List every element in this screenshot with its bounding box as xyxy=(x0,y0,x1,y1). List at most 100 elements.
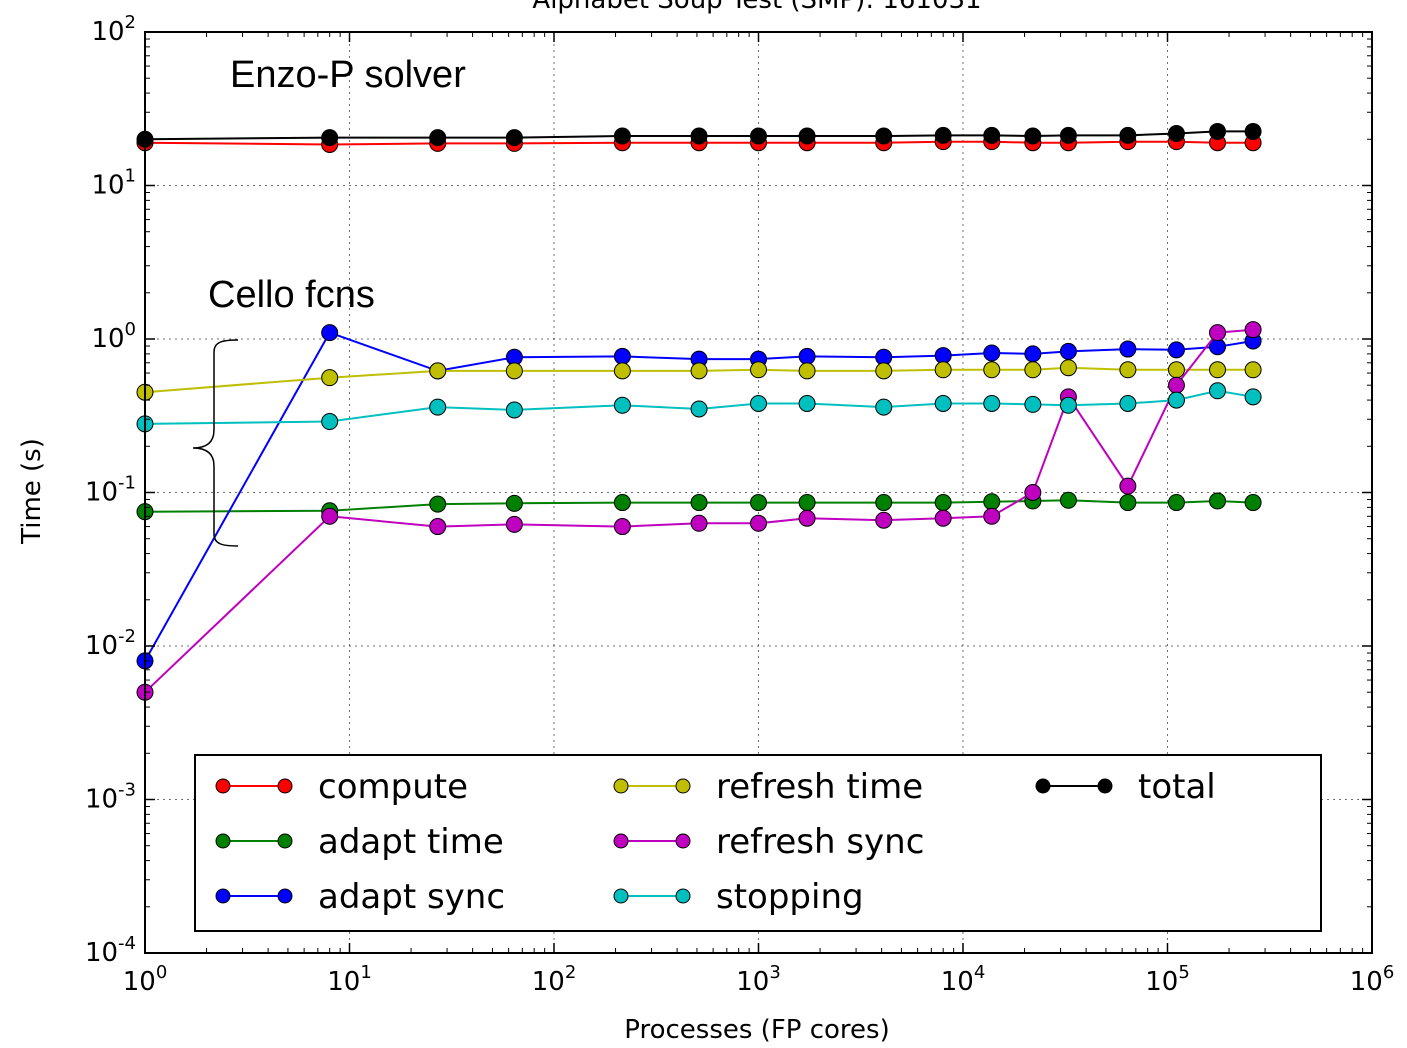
data-point-adapt-time xyxy=(1119,494,1137,512)
data-point-stopping xyxy=(1167,391,1185,409)
legend-marker-refresh-time xyxy=(675,778,691,794)
y-axis-label: Time (s) xyxy=(17,438,47,545)
legend-label-adapt-sync: adapt sync xyxy=(318,877,505,917)
legend-marker-stopping xyxy=(675,888,691,904)
series-layer xyxy=(136,122,1262,701)
y-tick-label: 10-2 xyxy=(85,626,136,661)
x-tick-label: 100 xyxy=(123,962,168,997)
data-point-total xyxy=(321,129,339,147)
curly-brace xyxy=(192,339,239,547)
data-point-stopping xyxy=(1244,388,1262,406)
legend-marker-adapt-time xyxy=(277,833,293,849)
x-tick-label: 103 xyxy=(736,962,781,997)
data-point-stopping xyxy=(750,395,767,413)
legend-marker-refresh-sync xyxy=(613,833,629,849)
legend-marker-refresh-time xyxy=(613,778,629,794)
data-point-stopping xyxy=(690,400,708,418)
data-point-refresh-time xyxy=(1167,361,1185,379)
data-point-refresh-time xyxy=(798,362,816,380)
data-point-refresh-time xyxy=(1024,361,1042,379)
data-point-refresh-sync xyxy=(1209,324,1227,342)
data-point-stopping xyxy=(505,401,523,419)
data-point-refresh-sync xyxy=(321,507,339,525)
data-point-total xyxy=(1024,127,1042,145)
x-tick-label: 105 xyxy=(1145,962,1190,997)
data-point-stopping xyxy=(1119,395,1137,413)
data-point-adapt-sync xyxy=(983,344,1001,362)
data-point-refresh-time xyxy=(875,362,893,380)
legend-marker-adapt-sync xyxy=(277,888,293,904)
data-point-refresh-time xyxy=(983,361,1001,379)
data-point-refresh-sync xyxy=(1024,484,1042,501)
data-point-total xyxy=(934,126,952,144)
x-tick-label: 104 xyxy=(941,962,986,997)
data-point-refresh-time xyxy=(1244,361,1262,379)
chart-title: Alphabet Soup Test (SMP): 161031 xyxy=(532,0,981,15)
data-point-adapt-time xyxy=(934,494,952,512)
annotation-cello-fcns: Cello fcns xyxy=(208,274,375,316)
y-tick-label: 102 xyxy=(91,12,136,47)
data-point-adapt-sync xyxy=(1167,341,1185,359)
data-point-total xyxy=(1119,126,1137,144)
y-tick-label: 101 xyxy=(91,166,136,201)
data-point-total xyxy=(983,126,1001,144)
data-point-total xyxy=(505,129,523,147)
data-point-adapt-sync xyxy=(1024,345,1042,363)
data-point-refresh-sync xyxy=(1167,376,1185,394)
data-point-refresh-sync xyxy=(1244,321,1262,339)
legend-marker-stopping xyxy=(613,888,629,904)
data-point-stopping xyxy=(613,396,631,414)
y-tick-label: 10-3 xyxy=(85,780,136,815)
x-tick-label: 101 xyxy=(327,962,372,997)
legend-label-compute: compute xyxy=(318,767,468,807)
data-point-adapt-time xyxy=(1244,494,1262,512)
data-point-adapt-time xyxy=(1059,491,1077,509)
y-tick-label: 100 xyxy=(91,319,136,354)
y-tick-label: 10-1 xyxy=(85,473,136,508)
series-stopping xyxy=(136,382,1262,433)
data-point-refresh-time xyxy=(750,361,767,379)
data-point-adapt-sync xyxy=(321,324,339,342)
data-point-refresh-sync xyxy=(875,511,893,529)
y-tick-label: 10-4 xyxy=(85,933,136,968)
legend-label-stopping: stopping xyxy=(716,877,864,917)
legend: compute adapt time adapt sync refresh time r… xyxy=(194,754,1322,932)
data-point-refresh-sync xyxy=(750,514,767,532)
data-point-adapt-sync xyxy=(934,347,952,365)
data-point-refresh-time xyxy=(613,362,631,380)
data-point-total xyxy=(613,127,631,145)
data-point-total xyxy=(429,129,447,147)
data-point-refresh-time xyxy=(1119,361,1137,379)
data-point-adapt-time xyxy=(429,495,447,513)
series-refresh-sync xyxy=(136,321,1262,701)
legend-box xyxy=(194,754,1322,932)
data-point-total xyxy=(690,127,708,145)
data-point-adapt-time xyxy=(690,494,708,512)
series-adapt-time xyxy=(136,491,1262,521)
data-point-total xyxy=(798,127,816,145)
data-point-stopping xyxy=(1209,382,1227,400)
legend-label-refresh-time: refresh time xyxy=(716,767,923,807)
data-point-adapt-time xyxy=(983,493,1001,511)
data-point-refresh-sync xyxy=(1119,477,1137,495)
x-tick-label: 102 xyxy=(532,962,577,997)
data-point-adapt-sync xyxy=(1059,342,1077,360)
data-point-adapt-time xyxy=(1209,492,1227,510)
data-point-adapt-time xyxy=(1167,494,1185,512)
data-point-refresh-time xyxy=(1209,361,1227,379)
data-point-adapt-time xyxy=(613,494,631,512)
axis-ticks xyxy=(144,31,1373,954)
data-point-total xyxy=(750,127,767,145)
data-point-refresh-time xyxy=(1059,359,1077,377)
data-point-refresh-sync xyxy=(798,509,816,527)
data-point-refresh-time xyxy=(429,362,447,380)
legend-marker-adapt-time xyxy=(215,833,231,849)
data-point-stopping xyxy=(875,398,893,416)
series-refresh-time xyxy=(136,359,1262,401)
data-point-refresh-time xyxy=(321,369,339,387)
legend-label-total: total xyxy=(1138,767,1216,807)
data-point-adapt-time xyxy=(875,494,893,512)
x-axis-label: Processes (FP cores) xyxy=(624,1015,889,1045)
legend-label-adapt-time: adapt time xyxy=(318,822,504,862)
